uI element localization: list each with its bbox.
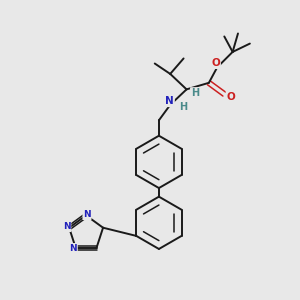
Text: N: N: [83, 210, 91, 219]
Text: H: H: [191, 88, 199, 98]
Text: N: N: [165, 96, 174, 106]
Text: N: N: [69, 244, 77, 253]
Text: H: H: [178, 102, 187, 112]
Text: O: O: [226, 92, 235, 101]
Text: N: N: [63, 222, 70, 231]
Text: O: O: [211, 58, 220, 68]
